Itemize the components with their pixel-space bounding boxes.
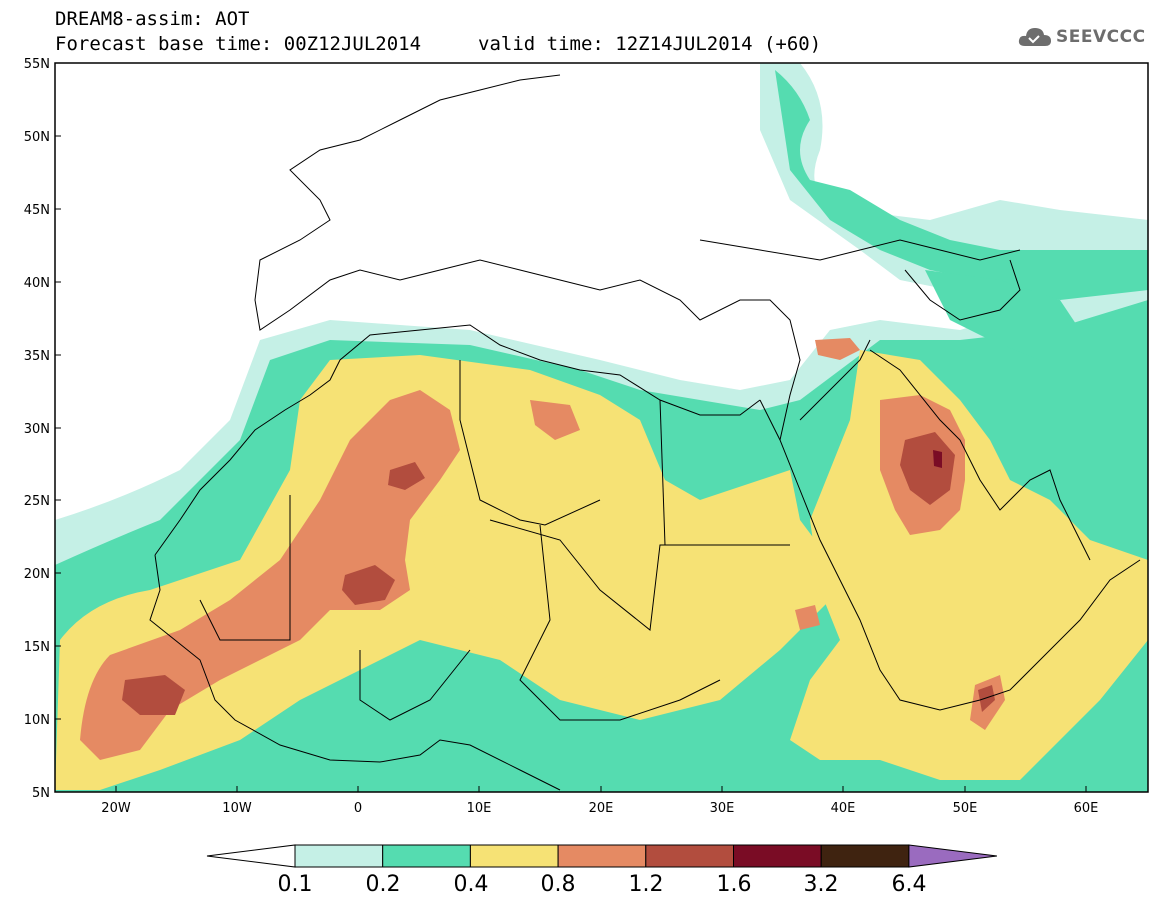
coastlines <box>149 74 1141 791</box>
aot-level-0.4 <box>55 350 1148 790</box>
lon-label: 60E <box>1074 801 1099 816</box>
lat-label: 45N <box>24 203 50 218</box>
lon-label: 10E <box>467 801 492 816</box>
lat-label: 55N <box>24 57 50 72</box>
colorbar-swatch <box>469 844 559 868</box>
valid-time: valid time: 12Z14JUL2014 (+60) <box>478 33 822 55</box>
lat-label: 50N <box>24 130 50 145</box>
lon-label: 50E <box>953 801 978 816</box>
cloud-icon <box>1018 28 1051 46</box>
lon-axis <box>115 786 1087 792</box>
lon-label: 30E <box>710 801 735 816</box>
colorbar-label: 3.2 <box>803 872 839 897</box>
lat-label: 10N <box>24 713 50 728</box>
lat-label: 40N <box>24 276 50 291</box>
logo-text: SEEVCCC <box>1056 27 1146 47</box>
colorbar <box>206 844 997 868</box>
aot-level-1.6 <box>933 450 942 468</box>
lat-label: 35N <box>24 349 50 364</box>
lon-label: 0 <box>354 801 362 816</box>
colorbar-label: 0.1 <box>277 872 313 897</box>
lat-labels: 55N 50N 45N 40N 35N 30N 25N 20N 15N 10N … <box>24 57 50 801</box>
colorbar-swatch <box>294 844 384 868</box>
forecast-base-time: Forecast base time: 00Z12JUL2014 <box>55 33 422 55</box>
aot-field <box>55 63 1148 792</box>
colorbar-swatch <box>820 844 910 868</box>
colorbar-swatch <box>382 844 471 868</box>
lat-label: 25N <box>24 494 50 509</box>
seevccc-logo: SEEVCCC <box>1017 24 1146 50</box>
colorbar-swatch-high <box>908 844 997 868</box>
lon-label: 20W <box>101 801 131 816</box>
colorbar-label: 0.2 <box>365 872 401 897</box>
colorbar-label: 6.4 <box>891 872 927 897</box>
lat-label: 20N <box>24 567 50 582</box>
map-title: DREAM8-assim: AOT <box>55 8 250 30</box>
lon-label: 10W <box>222 801 252 816</box>
lat-axis <box>55 62 61 793</box>
colorbar-swatch-low <box>206 844 296 868</box>
lat-label: 15N <box>24 640 50 655</box>
colorbar-swatch <box>733 844 822 868</box>
colorbar-label: 1.2 <box>628 872 664 897</box>
lat-label: 5N <box>32 786 50 801</box>
aot-level-1.2 <box>122 432 995 715</box>
lon-label: 40E <box>831 801 856 816</box>
lat-label: 30N <box>24 422 50 437</box>
colorbar-label: 0.4 <box>453 872 489 897</box>
colorbar-swatch <box>645 844 734 868</box>
lon-label: 20E <box>589 801 614 816</box>
lon-labels: 20W 10W 0 10E 20E 30E 40E 50E 60E <box>101 801 1098 816</box>
colorbar-swatch <box>557 844 647 868</box>
colorbar-label: 1.6 <box>716 872 752 897</box>
colorbar-label: 0.8 <box>540 872 576 897</box>
